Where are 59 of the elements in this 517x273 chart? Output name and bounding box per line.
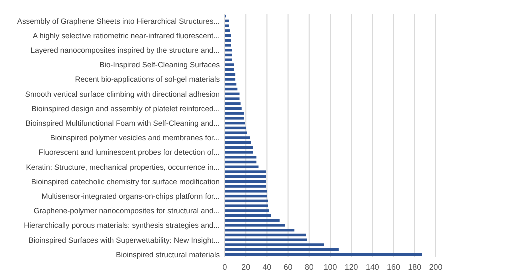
bar [225, 219, 280, 222]
bar [225, 24, 230, 28]
bar [225, 146, 254, 149]
bar [225, 83, 237, 86]
bar [225, 151, 254, 154]
bar [225, 39, 232, 42]
x-tick-label: 0 [222, 263, 228, 272]
x-tick-label: 120 [344, 263, 359, 272]
bar [225, 30, 230, 32]
bar [225, 166, 259, 168]
bar [225, 107, 242, 110]
x-tick-label: 80 [304, 263, 314, 272]
bar [225, 49, 232, 52]
bar [225, 141, 252, 144]
bar [225, 102, 241, 106]
bar [225, 98, 240, 100]
bar [225, 180, 266, 184]
bar [225, 244, 324, 246]
bar [225, 185, 266, 188]
bar [225, 54, 232, 57]
bar [225, 34, 232, 38]
bar [225, 58, 232, 62]
x-tick-label: 180 [408, 263, 422, 272]
bar [225, 190, 268, 193]
bar [225, 214, 272, 218]
bar [225, 92, 240, 96]
bar [225, 224, 286, 227]
bar [225, 204, 268, 208]
bar [225, 68, 234, 72]
bar [225, 229, 295, 232]
x-tick-label: 40 [262, 263, 272, 272]
bar [225, 170, 266, 174]
bar [225, 248, 339, 252]
bar [225, 136, 250, 140]
x-tick-label: 160 [387, 263, 402, 272]
bar [225, 253, 422, 256]
bar [225, 132, 248, 134]
x-tick-label: 20 [242, 263, 252, 272]
bar [225, 160, 257, 164]
bar [225, 126, 246, 130]
bar [225, 78, 236, 81]
bar [225, 194, 268, 198]
bar [225, 44, 232, 47]
bar [225, 88, 238, 91]
x-tick-label: 140 [366, 263, 380, 272]
bar [225, 156, 257, 159]
bar [225, 234, 306, 237]
bar [225, 64, 234, 66]
bar [225, 200, 268, 203]
bar [225, 112, 244, 115]
x-tick-label: 100 [324, 263, 338, 272]
bar [225, 117, 244, 120]
bar [225, 122, 246, 125]
x-tick-label: 200 [429, 263, 444, 272]
bar [225, 73, 236, 76]
bar [225, 176, 266, 178]
bar [225, 238, 308, 242]
bar [225, 210, 270, 212]
x-tick-label: 60 [284, 263, 294, 272]
